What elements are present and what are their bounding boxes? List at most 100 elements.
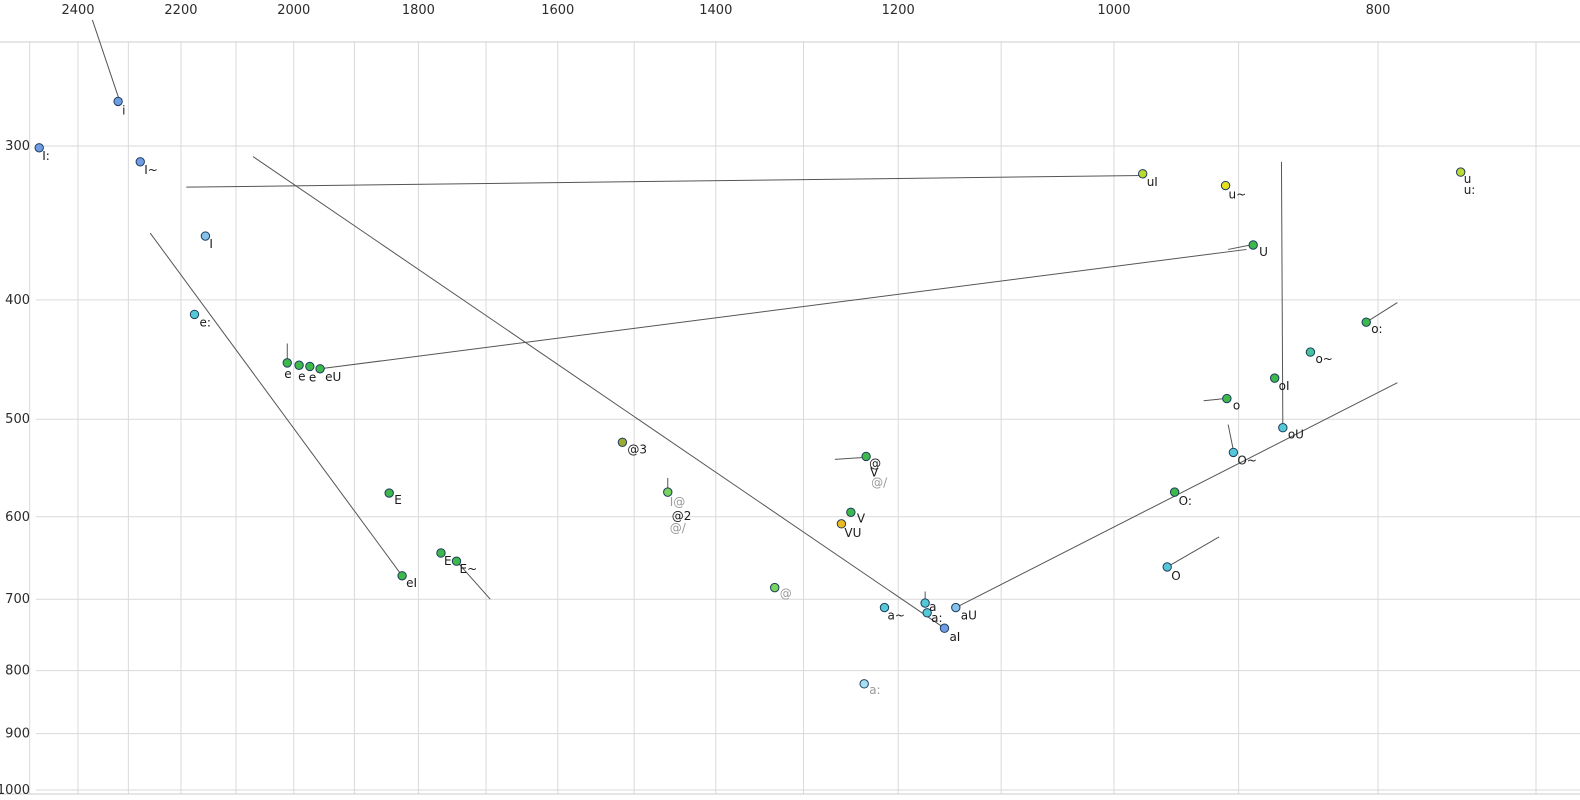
y-axis-tick-label: 300 [5,139,30,154]
vowel-point-label-at-open: @ [780,587,792,601]
vowel-point-V [846,507,856,517]
y-axis-tick-label: 500 [5,412,30,427]
vowel-point-label-a-nasal: a~ [887,609,904,623]
vowel-point-label-aU: aU [961,609,977,623]
vowel-point-label-eU: eU [325,370,341,384]
vowel-point-label-a-long: a: [931,611,942,625]
vowel-point-eI [397,571,407,581]
vowel-point-label-u-nasal: u~ [1229,188,1247,202]
trajectory-line-eU-glide [320,248,1247,370]
y-axis-tick-label: 600 [5,510,30,525]
vowel-point-label-at-mid: V [870,465,879,479]
vowel-point-O-long [1169,487,1180,497]
vowel-point-label-E-nasal: E~ [459,562,477,576]
vowel-point-label-I-at: @/ [670,521,687,535]
vowel-point-a-nasal [879,602,890,613]
vowel-point-uI [1137,169,1148,179]
vowel-point-label-I-at: I@ [670,495,686,509]
vowel-point-e-long [189,309,200,320]
x-axis-tick-label: 2400 [61,3,94,18]
vowel-point-at-mid [861,451,871,462]
vowel-point-label-I-at: @2 [672,509,692,523]
vowel-point-oI [1269,373,1280,383]
vowel-point-I-nasal [135,157,145,167]
vowel-point-E-1 [384,488,394,498]
vowel-point-a-long [922,608,932,618]
vowel-point-label-O: O [1171,569,1180,583]
trajectory-line-oU-glide [1280,161,1284,428]
vowel-point-VU [836,519,847,529]
vowel-point-a [920,598,930,608]
vowel-point-u-nasal [1220,180,1231,191]
x-axis-tick-label: 1000 [1097,3,1130,18]
x-axis-tick-label: 2200 [164,3,197,18]
x-axis-tick-label: 2000 [277,3,310,18]
vowel-point-at-open [770,582,780,593]
vowel-point-I [200,231,211,241]
x-axis-tick-label: 1600 [541,3,574,18]
vowel-point-label-E-1: E [394,493,402,507]
y-axis-tick-label: 400 [5,293,30,308]
vowel-point-aU [951,602,961,613]
vowel-point-label-e-long: e: [199,315,210,329]
vowel-point-label-I-nasal: I~ [144,163,158,177]
vowel-point-a-low [859,679,869,689]
vowel-point-label-oU: oU [1288,428,1304,442]
vowel-point-label-o-nasal: o~ [1315,352,1332,366]
vowel-point-at3 [617,437,628,447]
trajectory-line-O-nasal-tick [1227,424,1234,451]
vowel-point-e-3 [305,361,315,372]
y-axis-tick-label: 900 [5,727,30,742]
trajectory-line-o-tick [1203,398,1226,402]
vowel-point-label-E-2: E [444,554,452,568]
trajectory-line-eI-glide [149,232,403,577]
vowel-point-label-u: u [1464,172,1472,186]
vowel-point-label-V: V [857,511,866,525]
vowel-point-o-long [1361,317,1371,327]
y-axis-tick-label: 700 [5,592,30,607]
vowel-point-label-o: o [1233,399,1240,413]
vowel-point-e-1 [282,358,292,368]
vowel-point-label-eI: eI [406,576,417,590]
vowel-point-U [1248,240,1258,250]
vowel-point-label-a: a [929,600,936,614]
vowel-point-label-uI: uI [1147,175,1158,189]
vowel-point-label-a-low: a: [869,683,880,697]
vowel-point-eU [315,364,325,374]
vowel-point-o-nasal [1305,347,1316,357]
vowel-point-oU [1278,423,1288,433]
trajectory-line-O-tick [1166,536,1220,568]
vowel-point-label-at-mid: @ [869,456,881,470]
vowel-point-label-e-1: e [284,367,291,381]
x-axis-tick-label: 1800 [402,3,435,18]
x-axis-tick-label: 1400 [699,3,732,18]
vowel-point-E-2 [436,548,446,558]
vowel-point-label-at3: @3 [627,442,647,456]
vowel-point-label-I: I [209,237,213,251]
vowel-point-I-at [663,487,673,497]
vowel-point-E-nasal [451,556,462,566]
trajectory-line-aI-glide [252,156,945,629]
vowel-point-I-long [34,143,44,153]
vowel-point-label-I-long: I: [42,149,50,163]
trajectory-line-at-tick [834,456,866,460]
vowel-point-label-o-long: o: [1371,322,1382,336]
x-axis-tick-label: 800 [1366,3,1391,18]
vowel-point-o [1222,393,1232,404]
vowel-point-label-VU: VU [844,526,861,540]
x-axis-tick-label: 1200 [882,3,915,18]
trajectory-line-uI-glide [186,174,1143,188]
vowel-point-label-U: U [1259,245,1268,259]
y-axis-tick-label: 800 [5,664,30,679]
vowel-point-label-e-2: e [298,369,305,383]
vowel-point-i [113,96,123,107]
trajectory-line-E-nasal-tick [456,560,491,600]
vowel-point-u [1455,167,1466,177]
vowel-point-label-oI: oI [1279,379,1290,393]
vowel-point-label-at-mid: @/ [871,475,888,489]
vowel-point-O [1162,562,1172,572]
vowel-point-label-e-3: e [309,370,316,384]
vowel-point-e-2 [294,360,304,370]
trajectory-line-U-tick [1228,244,1251,250]
